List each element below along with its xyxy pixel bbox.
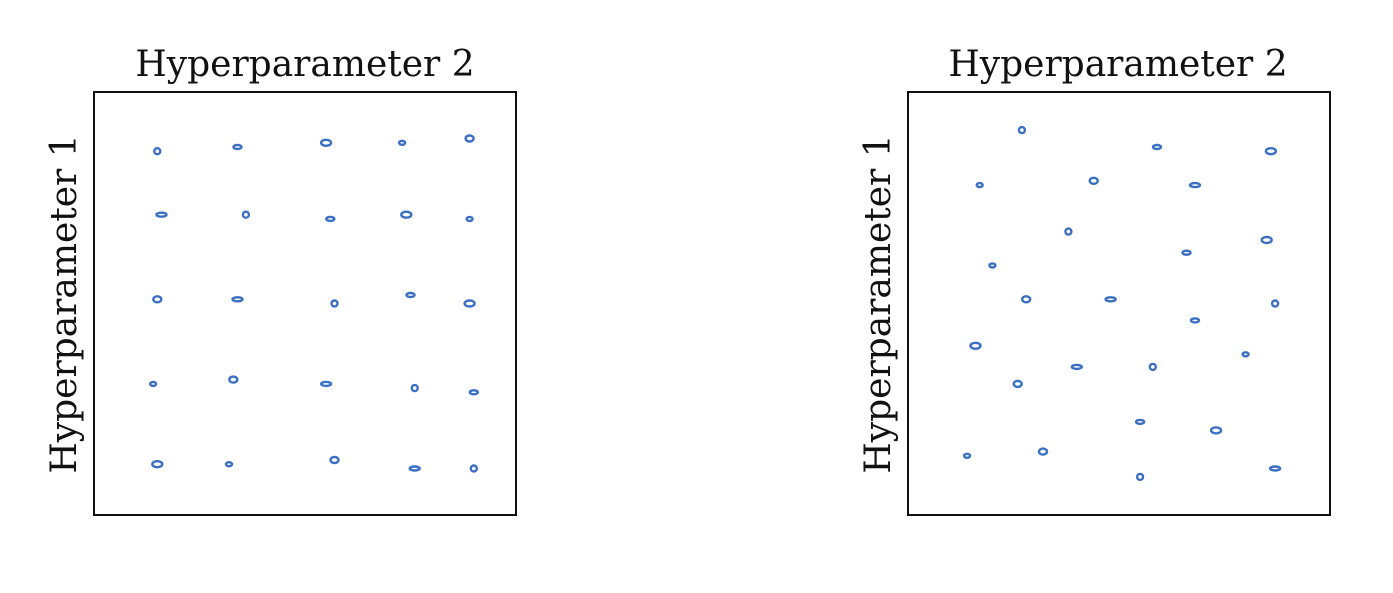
scatter-point — [319, 138, 333, 148]
scatter-point — [241, 210, 251, 219]
scatter-point — [153, 146, 162, 156]
chart-left-plot-frame — [93, 91, 517, 516]
scatter-point — [1270, 299, 1280, 308]
scatter-point — [410, 383, 419, 393]
scatter-point — [1020, 295, 1032, 304]
scatter-point — [1268, 465, 1282, 472]
scatter-point — [1134, 418, 1146, 426]
scatter-point — [1181, 249, 1192, 256]
scatter-point — [469, 464, 478, 473]
scatter-point — [400, 210, 413, 219]
scatter-point — [329, 455, 340, 465]
chart-right-points — [962, 125, 1282, 482]
chart-left-ylabel: Hyperparameter 1 — [44, 134, 85, 473]
chart-left-points — [148, 134, 479, 473]
chart-right-title: Hyperparameter 2 — [948, 44, 1287, 85]
scatter-point — [1151, 143, 1163, 151]
scatter-point — [319, 380, 333, 388]
scatter-point — [1241, 351, 1250, 358]
scatter-point — [325, 215, 336, 223]
scatter-point — [1209, 426, 1223, 435]
scatter-point — [1264, 146, 1278, 156]
scatter-point — [408, 465, 421, 472]
scatter-point — [1104, 296, 1117, 303]
scatter-point — [962, 452, 972, 459]
scatter-point — [988, 262, 997, 269]
scatter-point — [1188, 181, 1202, 189]
scatter-point — [1012, 379, 1023, 389]
scatter-point — [468, 389, 479, 396]
scatter-point — [405, 291, 416, 299]
scatter-point — [1088, 176, 1099, 186]
scatter-point — [464, 134, 475, 143]
scatter-point — [330, 299, 339, 308]
scatter-point — [1135, 472, 1145, 482]
scatter-point — [148, 380, 158, 388]
scatter-point — [465, 215, 474, 223]
chart-right-ylabel: Hyperparameter 1 — [858, 134, 899, 473]
scatter-point — [1260, 235, 1273, 245]
scatter-point — [397, 139, 407, 147]
scatter-point — [151, 460, 164, 469]
scatter-point — [1037, 447, 1049, 456]
chart-right: Hyperparameter 2 Hyperparameter 1 — [858, 44, 1331, 516]
scatter-point — [228, 375, 239, 384]
scatter-point — [969, 341, 982, 350]
scatter-point — [1189, 317, 1201, 324]
scatter-point — [224, 461, 234, 468]
scatter-point — [232, 143, 243, 151]
scatter-point — [1148, 362, 1158, 372]
scatter-point — [1064, 227, 1073, 236]
scatter-point — [155, 211, 168, 218]
scatter-point — [975, 181, 984, 189]
scatter-point — [1017, 125, 1027, 135]
scatter-point — [152, 295, 163, 304]
chart-left: Hyperparameter 2 Hyperparameter 1 — [44, 44, 517, 516]
scatter-point — [231, 296, 244, 303]
chart-right-plot-frame — [907, 91, 1331, 516]
scatter-point — [463, 299, 476, 308]
chart-left-title: Hyperparameter 2 — [135, 44, 474, 85]
scatter-point — [1070, 363, 1084, 371]
